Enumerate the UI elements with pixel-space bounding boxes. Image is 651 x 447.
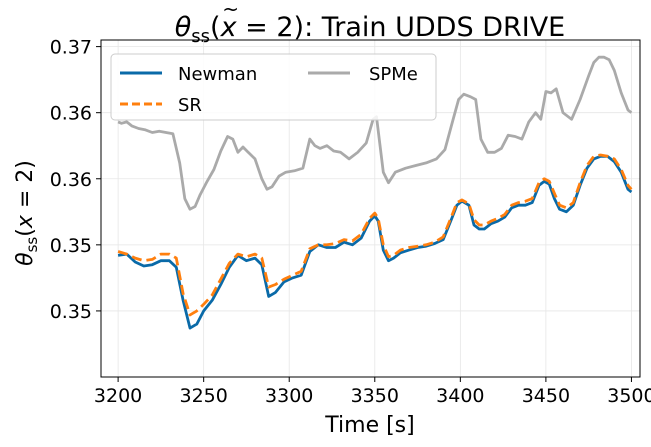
title-rest: = 2): Train UDDS DRIVE (237, 12, 566, 43)
title-open: ( (210, 12, 221, 43)
legend: Newman SR SPMe (110, 53, 437, 121)
x-tick-label: 3200 (94, 385, 142, 407)
ylabel-subscript: ss (23, 237, 41, 253)
y-tick-label: 0.35 (50, 301, 92, 323)
title-x: x (220, 12, 238, 43)
title-theta: θ (175, 12, 192, 43)
series-line-newman (117, 154, 633, 330)
plot-frame (100, 39, 641, 378)
y-tick-label: 0.36 (50, 169, 92, 191)
ylabel-theta: θ (13, 252, 38, 266)
x-tick-label: 3300 (265, 385, 313, 407)
title-subscript: ss (191, 26, 210, 47)
legend-label-newman: Newman (178, 64, 257, 85)
legend-label-sr: SR (178, 95, 202, 116)
axis-ticks: 3200 3250 3300 3350 3400 3450 3500 0.35 0.35 0.36… (50, 37, 651, 407)
y-tick-label: 0.36 (50, 103, 92, 125)
x-tick-label: 3500 (607, 385, 651, 407)
legend-label-spme: SPMe (369, 64, 418, 85)
series-line-sr (117, 153, 633, 317)
x-tick-label: 3450 (522, 385, 570, 407)
x-tick-label: 3350 (351, 385, 399, 407)
legend-box (110, 53, 437, 121)
ylabel-open: ( (13, 228, 38, 237)
y-tick-label: 0.37 (50, 37, 92, 59)
x-tick-label: 3250 (179, 385, 227, 407)
title-tilde: ~ (222, 0, 239, 21)
y-tick-label: 0.35 (50, 235, 92, 257)
x-tick-label: 3400 (436, 385, 484, 407)
x-axis-title: Time [s] (324, 413, 414, 438)
y-axis-title: θss(x = 2) (13, 160, 41, 266)
ylabel-rest: = 2) (13, 160, 38, 215)
ylabel-x: x (13, 214, 38, 229)
chart-title: θss(x = 2): Train UDDS DRIVE (175, 12, 565, 47)
